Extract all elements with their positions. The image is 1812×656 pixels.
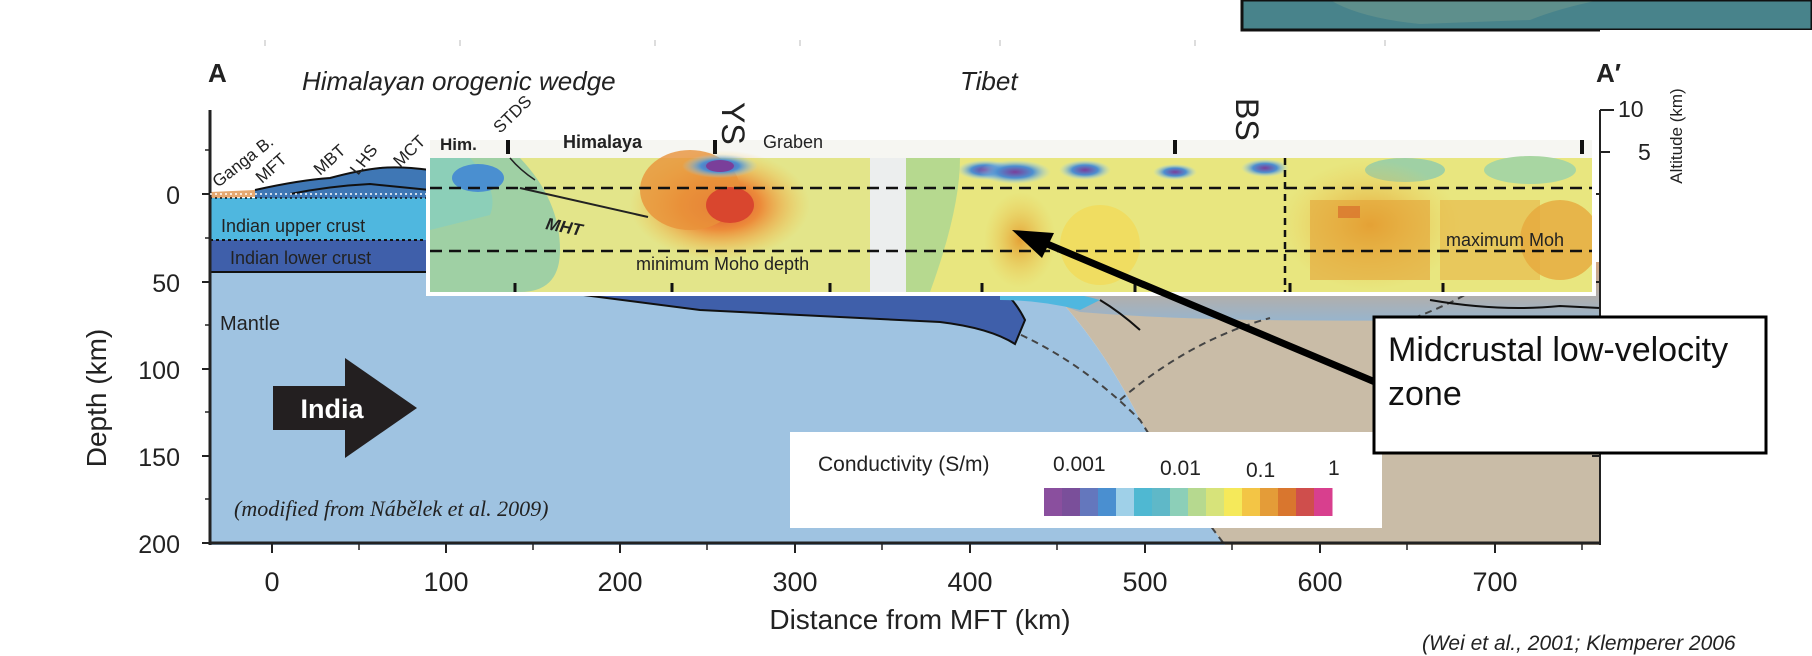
legend-tick-0.001: 0.001 (1053, 453, 1106, 476)
suture-label-bs: BS (1229, 98, 1265, 141)
legend-tick-0.01: 0.01 (1160, 457, 1201, 480)
x-tick-500: 500 (1122, 567, 1167, 597)
right-axis-label: Altitude (km) (1667, 88, 1686, 183)
inset-label-him: Him. (440, 135, 477, 154)
legend-swatch (1134, 488, 1153, 516)
inset-label-min-moho: minimum Moho depth (636, 254, 809, 274)
legend-swatch (1170, 488, 1189, 516)
legend-swatch (1044, 488, 1063, 516)
inset-label-graben: Graben (763, 132, 823, 152)
legend-swatch (1260, 488, 1279, 516)
x-tick-100: 100 (423, 567, 468, 597)
title-tibet: Tibet (960, 66, 1019, 96)
inset-label-himalaya: Himalaya (563, 132, 643, 152)
section-corner-a-prime: A′ (1596, 58, 1621, 88)
legend-color-bar (1044, 488, 1333, 516)
x-tick-600: 600 (1297, 567, 1342, 597)
x-tick-0: 0 (264, 567, 279, 597)
legend-swatch (1116, 488, 1135, 516)
legend-swatch (1080, 488, 1099, 516)
lower-crust-region (210, 240, 430, 272)
y-tick-50: 50 (152, 270, 180, 298)
top-ticks (264, 40, 1386, 46)
credit-wei: (Wei et al., 2001; Klemperer 2006 (1422, 632, 1736, 655)
legend-swatch (1098, 488, 1117, 516)
right-tick-5: 5 (1638, 139, 1651, 165)
legend-swatch (1242, 488, 1261, 516)
legend-swatch (1224, 488, 1243, 516)
lower-crust-label: Indian lower crust (230, 248, 371, 268)
legend-swatch (1152, 488, 1171, 516)
credit-nabelek: (modified from Nábělek et al. 2009) (234, 496, 548, 521)
section-corner-a: A (208, 58, 227, 88)
legend-swatch (1188, 488, 1207, 516)
legend-tick-0.1: 0.1 (1246, 459, 1275, 482)
legend-tick-1: 1 (1328, 457, 1340, 480)
legend-swatch (1296, 488, 1315, 516)
x-tick-400: 400 (947, 567, 992, 597)
x-tick-700: 700 (1472, 567, 1517, 597)
x-tick-300: 300 (772, 567, 817, 597)
conductivity-inset: Him. Himalaya Graben MHT minimum Moho de… (426, 132, 1596, 296)
legend-swatch (1278, 488, 1297, 516)
callout-box (1372, 315, 1768, 455)
y-tick-150: 150 (138, 444, 180, 472)
map-fragment (1240, 0, 1812, 32)
x-tick-200: 200 (597, 567, 642, 597)
legend-swatch (1314, 488, 1333, 516)
y-tick-0: 0 (166, 182, 180, 210)
y-tick-100: 100 (138, 357, 180, 385)
legend-swatch (1062, 488, 1081, 516)
upper-crust-region (210, 198, 430, 240)
suture-label-ys: YS (715, 102, 751, 145)
title-orogenic-wedge: Himalayan orogenic wedge (302, 66, 616, 96)
upper-crust-label: Indian upper crust (221, 216, 365, 236)
callout-arrow (1012, 230, 1377, 386)
legend-swatch (1206, 488, 1225, 516)
legend-title: Conductivity (S/m) (818, 453, 990, 476)
right-tick-10: 10 (1618, 96, 1644, 122)
inset-label-max-moho: maximum Moh (1446, 230, 1564, 250)
callout-text: Midcrustal low-velocity zone (1388, 331, 1729, 413)
y-tick-200: 200 (138, 531, 180, 559)
india-plate-arrow (273, 358, 417, 458)
y-axis-label: Depth (km) (81, 329, 112, 467)
india-plate-label: India (300, 394, 364, 424)
conductivity-legend: Conductivity (S/m) 0.001 0.01 0.1 1 (790, 432, 1382, 528)
x-axis-label: Distance from MFT (km) (769, 604, 1070, 635)
mantle-label: Mantle (220, 313, 280, 335)
